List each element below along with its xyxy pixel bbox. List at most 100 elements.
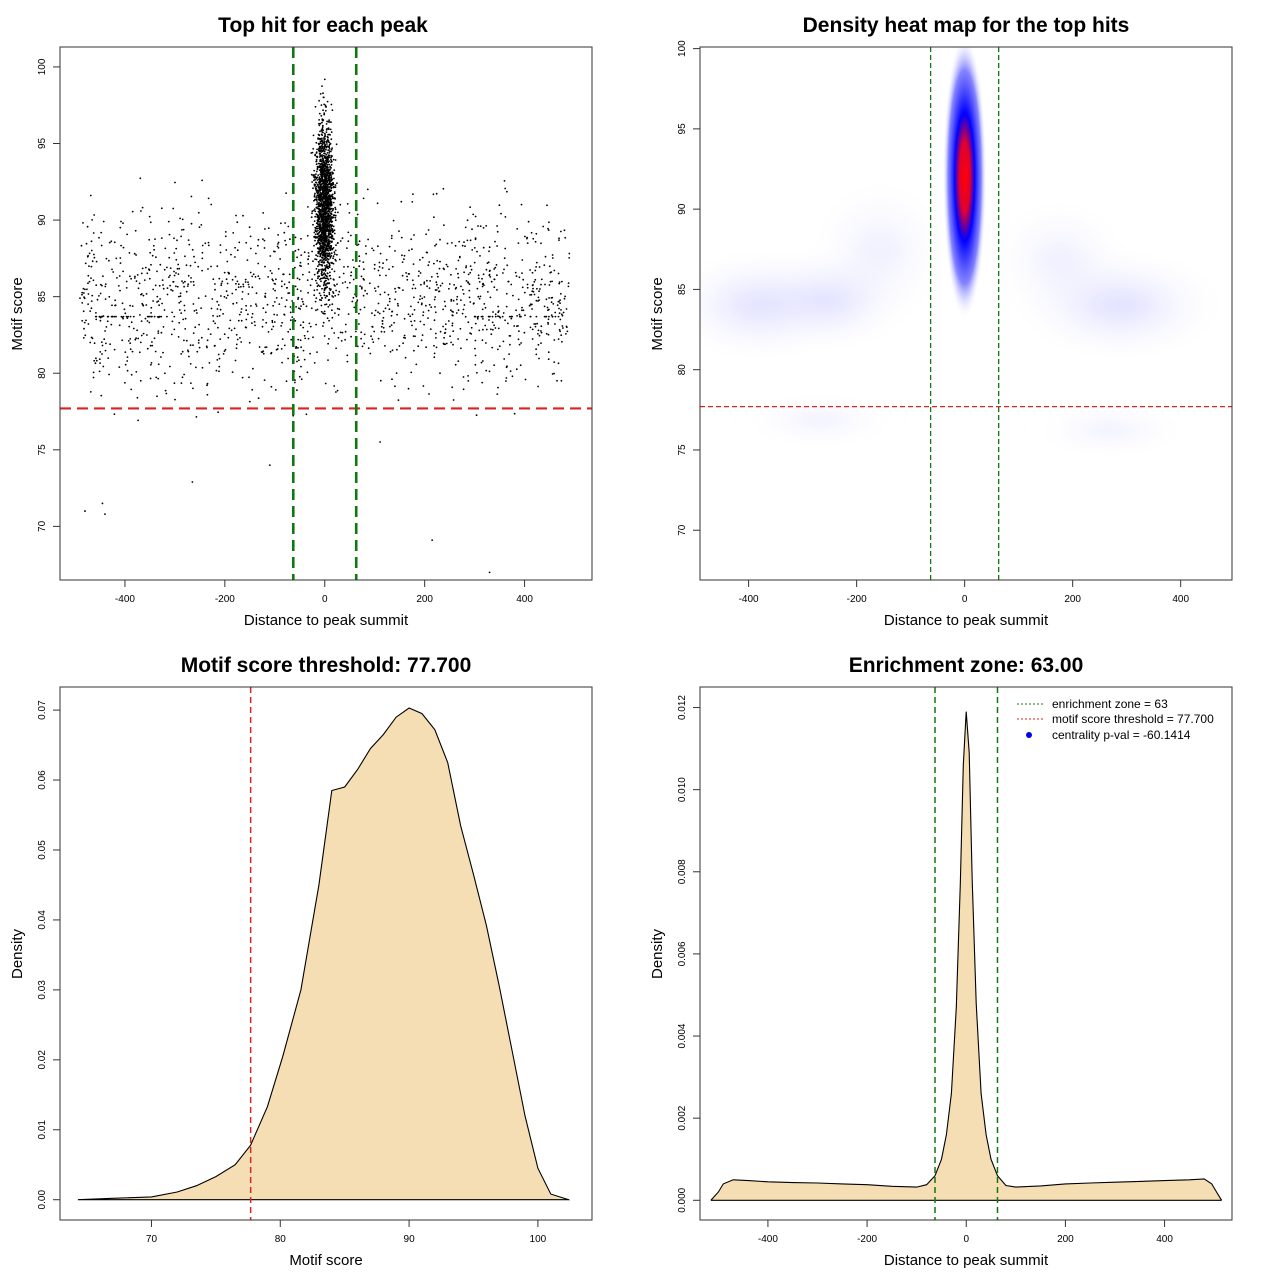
scatter-point	[322, 170, 325, 173]
scatter-point	[330, 219, 332, 221]
scatter-point	[333, 251, 336, 254]
scatter-point	[392, 219, 395, 222]
scatter-point	[86, 225, 89, 228]
scatter-point	[373, 330, 376, 333]
scatter-point	[329, 165, 331, 168]
scatter-point	[123, 308, 126, 311]
scatter-point	[99, 362, 101, 364]
scatter-point	[217, 353, 220, 356]
scatter-point	[325, 153, 328, 156]
scatter-point	[93, 253, 95, 256]
scatter-point	[258, 277, 261, 280]
scatter-point	[251, 312, 254, 315]
scatter-point	[340, 340, 343, 342]
scatter-point	[235, 288, 237, 291]
scatter-point	[333, 232, 336, 235]
scatter-point	[326, 277, 328, 280]
scatter-point	[313, 236, 315, 238]
scatter-point	[321, 217, 323, 220]
scatter-point	[314, 192, 316, 195]
scatter-point	[319, 173, 322, 176]
scatter-point	[318, 238, 321, 241]
scatter-point	[316, 189, 319, 192]
scatter-point	[451, 386, 454, 389]
scatter-point	[141, 206, 144, 209]
scatter-point	[281, 361, 283, 364]
scatter-point	[255, 252, 257, 255]
scatter-point	[175, 285, 177, 288]
scatter-point	[373, 263, 376, 266]
scatter-point	[405, 272, 407, 274]
scatter-point	[475, 414, 478, 417]
scatter-point	[323, 221, 326, 224]
scatter-point	[284, 305, 287, 308]
scatter-point	[153, 337, 156, 340]
scatter-point	[107, 315, 110, 318]
scatter-point	[438, 290, 441, 293]
scatter-point	[490, 328, 492, 331]
scatter-point	[360, 275, 363, 278]
scatter-point	[134, 275, 136, 278]
scatter-point	[411, 313, 414, 316]
scatter-point	[190, 382, 192, 384]
scatter-point	[322, 161, 325, 164]
scatter-point	[319, 185, 322, 188]
scatter-point	[132, 327, 135, 330]
scatter-point	[188, 355, 190, 358]
scatter-point	[520, 203, 523, 206]
scatter-point	[312, 187, 314, 190]
scatter-point	[550, 314, 553, 316]
scatter-point	[339, 203, 342, 206]
scatter-point	[319, 247, 322, 249]
scatter-point	[276, 245, 279, 248]
scatter-point	[238, 313, 241, 316]
scatter-point	[180, 235, 183, 238]
legend: enrichment zone = 63 motif score thresho…	[1017, 697, 1214, 742]
scatter-point	[300, 346, 302, 349]
scatter-point	[181, 280, 183, 282]
scatter-point	[326, 100, 329, 103]
scatter-point	[546, 306, 549, 309]
scatter-point	[321, 210, 323, 213]
scatter-point	[325, 106, 328, 108]
scatter-point	[201, 251, 204, 254]
scatter-point	[538, 357, 540, 360]
scatter-point	[504, 187, 507, 190]
scatter-point	[421, 334, 424, 336]
scatter-point	[320, 192, 323, 195]
scatter-point	[328, 201, 330, 204]
scatter-point	[240, 285, 242, 288]
scatter-point	[271, 272, 273, 275]
scatter-point	[328, 221, 330, 224]
scatter-point	[443, 300, 446, 303]
scatter-point	[152, 300, 155, 302]
scatter-point	[106, 320, 109, 323]
scatter-point	[200, 336, 203, 339]
scatter-point	[477, 225, 479, 227]
scatter-point	[197, 339, 200, 342]
scatter-point	[352, 259, 354, 261]
scatter-point	[410, 320, 412, 323]
scatter-point	[382, 316, 385, 319]
scatter-point	[396, 302, 399, 305]
scatter-point	[229, 319, 232, 322]
scatter-point	[313, 289, 316, 292]
scatter-point	[157, 377, 160, 380]
scatter-point	[319, 140, 322, 143]
scatter-point	[394, 385, 396, 388]
scatter-point	[320, 188, 322, 190]
scatter-ylabel: Motif score	[9, 277, 26, 350]
scatter-point	[558, 239, 560, 242]
scatter-point	[328, 211, 331, 213]
scatter-point	[484, 306, 487, 309]
scatter-point	[328, 287, 331, 290]
scatter-point	[337, 293, 340, 296]
scatter-point	[317, 186, 320, 189]
scatter-point	[91, 294, 94, 297]
scatter-point	[444, 328, 447, 331]
scatter-point	[316, 232, 319, 235]
scatter-point	[223, 295, 226, 298]
scatter-point	[206, 384, 208, 387]
scatter-point	[470, 326, 473, 329]
